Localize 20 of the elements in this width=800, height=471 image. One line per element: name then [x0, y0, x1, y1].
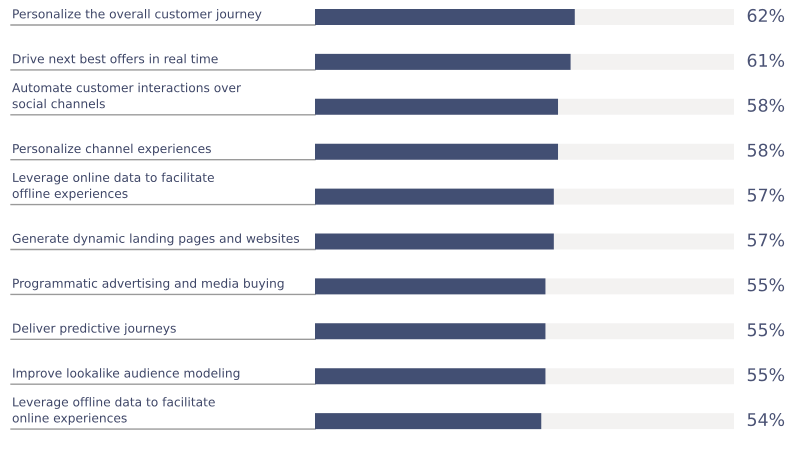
data-label: 57%	[748, 188, 784, 202]
y-tick-label: Deliver predictive journeys	[13, 323, 176, 336]
data-label: 58%	[748, 98, 784, 112]
data-label: 54%	[748, 413, 784, 426]
y-tick-label: Improve lookalike audience modeling	[13, 368, 240, 380]
data-label: 57%	[748, 233, 784, 247]
y-tick-label: Leverage online data to facilitate offline experiences	[12, 172, 214, 200]
data-label: 55%	[748, 278, 784, 292]
y-tick-label: Automate customer interactions over social channels	[12, 82, 242, 108]
data-label: 58%	[748, 144, 784, 157]
data-label: 55%	[748, 323, 784, 336]
y-tick-label: Leverage offline data to facilitate online experiences	[12, 397, 215, 425]
y-tick-label: Personalize channel experiences	[13, 144, 211, 156]
y-tick-label: Generate dynamic landing pages and websites	[12, 234, 300, 246]
data-label: 55%	[748, 368, 784, 382]
data-label: 62%	[748, 8, 784, 22]
y-tick-label: Programmatic advertising and media buying	[13, 278, 284, 290]
data-label: 61%	[748, 54, 784, 67]
y-tick-label: Personalize the overall customer journey	[13, 9, 262, 21]
y-tick-label: Drive next best offers in real time	[13, 54, 218, 64]
